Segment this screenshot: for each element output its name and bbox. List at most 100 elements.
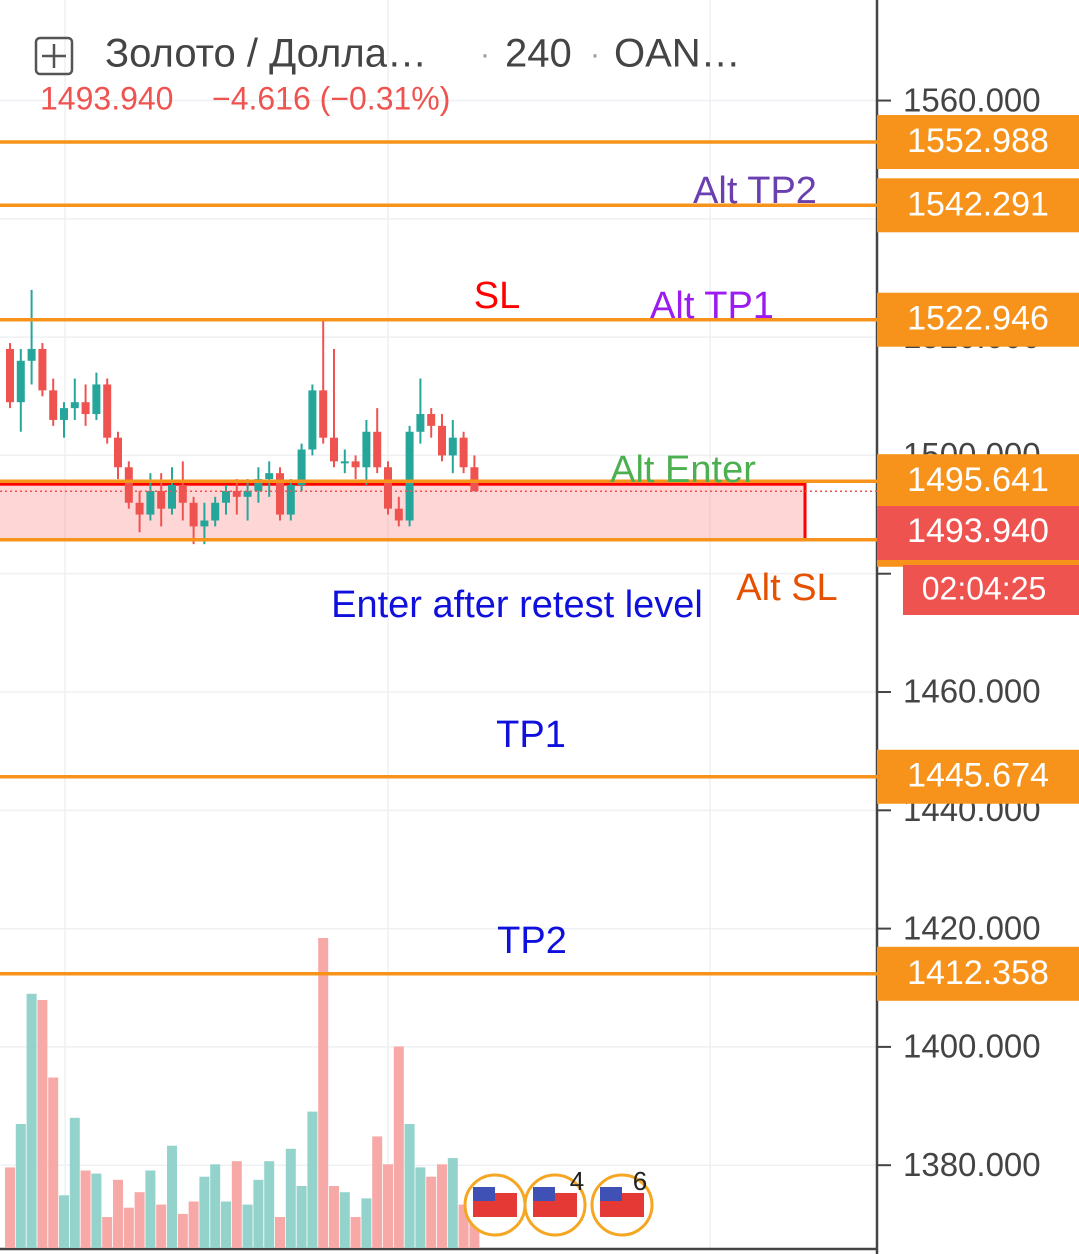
price: 1493.940: [40, 80, 173, 116]
volume-bar: [59, 1195, 69, 1248]
event-count: 4: [570, 1166, 584, 1196]
price-badge-label: 1552.988: [907, 122, 1049, 160]
price-badge: [877, 946, 1079, 1001]
volume-bar: [91, 1173, 102, 1248]
volume-bar: [307, 1111, 318, 1248]
volume-bar: [393, 1046, 404, 1248]
volume-bar: [329, 1186, 339, 1248]
plus: [42, 44, 66, 68]
volume-bar: [69, 1117, 80, 1248]
candle-body: [297, 449, 306, 486]
candle-body: [351, 461, 360, 468]
candle-body: [114, 437, 122, 468]
volume-bar: [221, 1201, 231, 1248]
y-tick-label: 1560.000: [903, 81, 1041, 118]
volume-bar: [210, 1164, 221, 1248]
candle-body: [373, 431, 382, 468]
volume-bar: [296, 1186, 307, 1248]
dot: ·: [590, 38, 600, 71]
volume-bar: [426, 1176, 437, 1248]
interval[interactable]: 240: [505, 32, 572, 76]
volume-bar: [188, 1201, 199, 1248]
add-symbol-icon[interactable]: [34, 36, 74, 76]
price-badge-label: 1542.291: [907, 185, 1049, 223]
volume-bar: [231, 1161, 242, 1248]
candle-body: [60, 408, 68, 420]
current-price-label: 1493.940: [907, 512, 1049, 550]
annotation: Alt TP1: [650, 285, 774, 327]
volume-bar: [167, 1145, 177, 1248]
volume-bar: [102, 1217, 113, 1248]
volume-bar: [404, 1124, 415, 1248]
flag-blue: [600, 1187, 622, 1201]
price-badge-label: 1412.358: [907, 954, 1049, 992]
volume-bar: [253, 1179, 264, 1248]
candle-body: [232, 490, 241, 497]
y-tick-label: 1380.000: [903, 1146, 1041, 1183]
volume-bar: [285, 1148, 296, 1248]
candle-body: [38, 348, 47, 391]
volume-bar: [415, 1167, 426, 1248]
annotation: Alt TP2: [693, 170, 817, 212]
volume-bar: [156, 1204, 167, 1248]
change: −4.616 (−0.31%): [212, 80, 450, 116]
candle-body: [416, 414, 425, 432]
candle-body: [200, 520, 209, 527]
volume-bar: [361, 1198, 372, 1248]
candle-body: [265, 473, 274, 480]
volume-bar: [177, 1213, 188, 1248]
candle-body: [135, 502, 144, 515]
candle-body: [81, 402, 90, 415]
candle-body: [308, 390, 317, 450]
candle-body: [222, 490, 230, 503]
event-count: 6: [633, 1166, 647, 1196]
candle-body: [254, 479, 263, 491]
volume-bar: [437, 1164, 447, 1248]
y-tick-label: 1460.000: [903, 673, 1041, 710]
volume-bar: [350, 1217, 361, 1248]
annotation: Alt Enter: [610, 449, 756, 491]
volume-bar: [134, 1192, 145, 1248]
price-badge-label: 1445.674: [907, 757, 1049, 795]
candle-body: [243, 490, 252, 497]
annotation: SL: [474, 275, 520, 317]
volume-bar: [145, 1170, 156, 1248]
annotation: Enter after retest level: [331, 584, 703, 626]
volume-bar: [15, 1124, 26, 1248]
candle-body: [49, 390, 58, 420]
annotation: TP1: [496, 714, 566, 756]
candle-body: [405, 431, 414, 521]
volume-bar: [372, 1136, 383, 1248]
candle-body: [340, 461, 349, 464]
candle-body: [178, 485, 187, 503]
dot: ·: [480, 38, 490, 71]
candle-body: [362, 431, 371, 468]
candle-body: [330, 437, 338, 462]
volume-bar: [458, 1204, 469, 1248]
candle-body: [157, 490, 166, 509]
price-badge: [877, 454, 1079, 509]
price-badge-label: 1522.946: [907, 300, 1049, 338]
volume-bar: [80, 1170, 91, 1248]
volume-bar: [383, 1164, 393, 1248]
candle-body: [286, 485, 295, 515]
candle-body: [70, 402, 79, 409]
candle-body: [448, 437, 457, 456]
candle-body: [470, 467, 479, 492]
candle-body: [146, 490, 155, 515]
volume-bar: [242, 1204, 253, 1248]
annotation: Alt SL: [736, 567, 837, 609]
volume-bar: [26, 993, 37, 1248]
candle-body: [319, 390, 328, 438]
flag-blue: [533, 1187, 555, 1201]
price-badge: [877, 115, 1079, 170]
candle-body: [124, 467, 133, 503]
symbol[interactable]: Золото / Долла…: [105, 32, 427, 76]
candle-body: [394, 508, 403, 521]
volume-bar: [113, 1179, 123, 1248]
candle-body: [189, 502, 198, 527]
candle-body: [459, 437, 468, 468]
candle-body: [211, 502, 220, 521]
volume-bar: [37, 1000, 48, 1248]
